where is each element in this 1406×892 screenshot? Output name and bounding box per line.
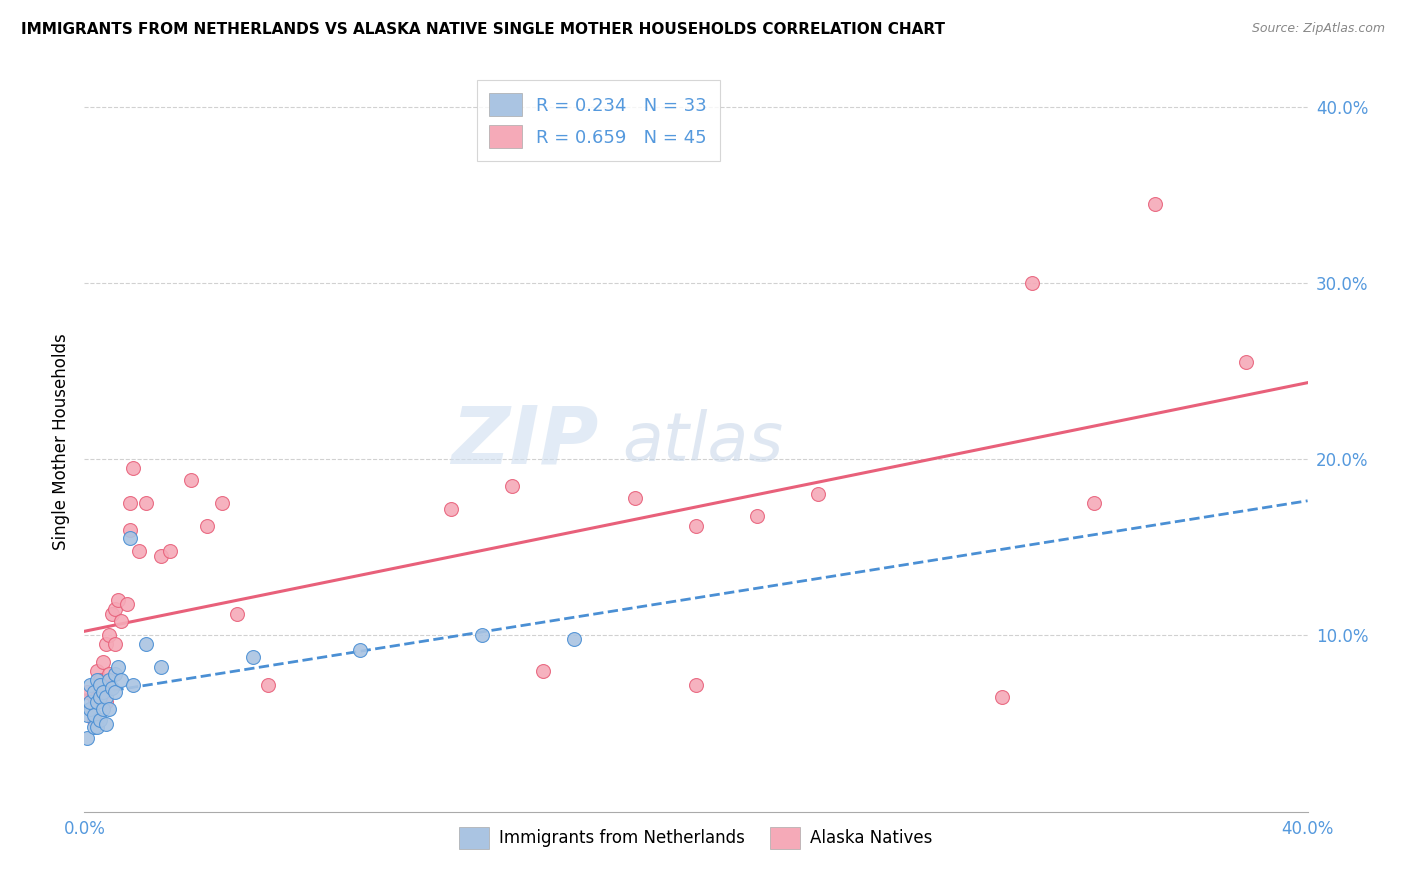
- Point: [180, 473, 202, 487]
- Point: [685, 519, 707, 533]
- Point: [76, 685, 98, 699]
- Point: [79, 702, 101, 716]
- Point: [83, 720, 105, 734]
- Point: [107, 593, 129, 607]
- Point: [440, 501, 463, 516]
- Point: [94, 695, 117, 709]
- Point: [83, 685, 105, 699]
- Point: [89, 690, 111, 705]
- Point: [86, 673, 108, 687]
- Point: [562, 632, 585, 646]
- Point: [135, 637, 157, 651]
- Point: [226, 607, 249, 622]
- Point: [110, 673, 132, 687]
- Point: [79, 702, 101, 716]
- Point: [101, 607, 124, 622]
- Point: [86, 664, 108, 678]
- Point: [89, 685, 111, 699]
- Text: Source: ZipAtlas.com: Source: ZipAtlas.com: [1251, 22, 1385, 36]
- Point: [120, 496, 142, 510]
- Point: [159, 544, 181, 558]
- Point: [685, 678, 707, 692]
- Point: [115, 597, 138, 611]
- Point: [1021, 276, 1043, 290]
- Point: [91, 685, 114, 699]
- Point: [101, 681, 124, 696]
- Point: [104, 667, 127, 681]
- Text: atlas: atlas: [623, 409, 783, 475]
- Point: [242, 649, 264, 664]
- Point: [257, 678, 280, 692]
- Point: [211, 496, 233, 510]
- Point: [502, 478, 524, 492]
- Point: [120, 532, 142, 546]
- Point: [89, 713, 111, 727]
- Point: [349, 642, 371, 657]
- Point: [89, 678, 111, 692]
- Point: [1236, 355, 1258, 369]
- Y-axis label: Single Mother Households: Single Mother Households: [52, 334, 70, 549]
- Point: [76, 731, 98, 745]
- Point: [86, 690, 108, 705]
- Point: [97, 628, 120, 642]
- Point: [122, 461, 145, 475]
- Point: [83, 707, 105, 722]
- Point: [149, 549, 172, 563]
- Point: [531, 664, 554, 678]
- Point: [97, 673, 120, 687]
- Point: [747, 508, 769, 523]
- Text: IMMIGRANTS FROM NETHERLANDS VS ALASKA NATIVE SINGLE MOTHER HOUSEHOLDS CORRELATIO: IMMIGRANTS FROM NETHERLANDS VS ALASKA NA…: [21, 22, 945, 37]
- Text: ZIP: ZIP: [451, 402, 598, 481]
- Point: [91, 655, 114, 669]
- Point: [104, 602, 127, 616]
- Point: [94, 637, 117, 651]
- Point: [110, 615, 132, 629]
- Point: [471, 628, 494, 642]
- Point: [149, 660, 172, 674]
- Point: [89, 673, 111, 687]
- Point: [135, 496, 157, 510]
- Point: [91, 702, 114, 716]
- Point: [97, 702, 120, 716]
- Point: [624, 491, 647, 505]
- Point: [94, 716, 117, 731]
- Point: [91, 678, 114, 692]
- Point: [195, 519, 218, 533]
- Point: [807, 487, 830, 501]
- Point: [991, 690, 1014, 705]
- Point: [94, 690, 117, 705]
- Point: [1143, 196, 1166, 211]
- Point: [107, 660, 129, 674]
- Point: [83, 690, 105, 705]
- Legend: Immigrants from Netherlands, Alaska Natives: Immigrants from Netherlands, Alaska Nati…: [453, 821, 939, 855]
- Point: [79, 695, 101, 709]
- Point: [122, 678, 145, 692]
- Point: [104, 685, 127, 699]
- Point: [79, 678, 101, 692]
- Point: [120, 523, 142, 537]
- Point: [76, 707, 98, 722]
- Point: [86, 695, 108, 709]
- Point: [83, 713, 105, 727]
- Point: [1083, 496, 1105, 510]
- Point: [86, 720, 108, 734]
- Point: [128, 544, 150, 558]
- Point: [104, 637, 127, 651]
- Point: [97, 667, 120, 681]
